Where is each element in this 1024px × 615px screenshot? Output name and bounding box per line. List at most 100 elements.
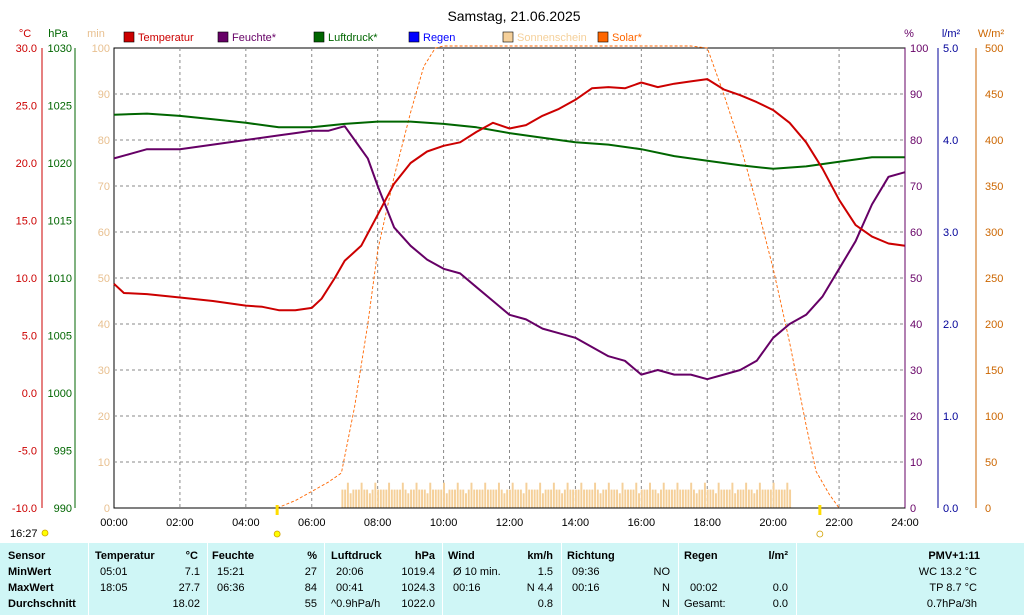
tick-label-temperature: 5.0 [22,331,37,343]
sunshine-bar [695,493,698,508]
tick-label-temperature: -5.0 [18,446,37,458]
stats-max-rain-value: 0.0 [772,582,788,594]
stats-avg-press-trend: ^0.9hPa/h [331,598,381,610]
tick-label-solar: 250 [985,273,1003,285]
sunshine-bar [772,482,775,508]
stats-avg-dir-value: N [662,598,670,610]
sunshine-bar [478,489,481,508]
sunshine-bar [434,489,437,508]
sunshine-bar [443,482,445,508]
sunshine-bar [382,489,385,508]
legend-swatch [313,31,325,43]
tick-label-minutes: 10 [98,457,110,469]
sunshine-bar [701,489,704,508]
tick-label-x: 06:00 [298,517,326,529]
sunshine-bar [789,489,792,508]
corner-sun-icon [41,529,49,537]
sunshine-bar [552,482,555,508]
sunshine-bar [764,489,767,508]
stats-header-temperature-unit: °C [185,550,198,562]
sunshine-bar [681,489,684,508]
stats-avg-wind-value: 0.8 [537,598,553,610]
stats-row-label-avg: Durchschnitt [8,598,76,610]
axis-unit-humidity: % [904,28,914,40]
tick-label-solar: 350 [985,181,1003,193]
axis-unit-rain: l/m² [942,28,961,40]
sunshine-bar [635,482,638,508]
stats-table: Sensor Temperatur °C Feuchte % Luftdruck… [0,543,1024,615]
tick-label-x: 02:00 [166,517,194,529]
sunshine-bar [574,489,577,508]
sunshine-bar [769,489,772,508]
sunshine-bar [687,489,690,508]
stats-min-dir-value: NO [653,566,671,578]
tick-label-rain: 4.0 [943,135,958,147]
sunshine-bar [613,489,616,508]
sunshine-bar [503,493,506,508]
sunshine-bar [388,482,391,508]
stats-min-temp-time: 05:01 [100,566,128,578]
sunshine-bar [404,489,407,508]
sunshine-bar [646,489,649,508]
sunshine-bar [670,489,673,508]
sunshine-bar [432,489,434,508]
sunshine-bar [539,482,542,508]
sunshine-bar [775,489,778,508]
sunshine-bar [533,489,536,508]
stats-min-press-time: 20:06 [336,566,364,578]
sunshine-bar [761,489,764,508]
stats-header-wind-unit: km/h [527,550,553,562]
tick-label-humidity: 40 [910,319,922,331]
sunshine-bar [627,489,629,508]
sunshine-bar [377,489,380,508]
sunshine-bar [583,489,586,508]
legend-label: Luftdruck* [328,32,378,44]
sunshine-bar [547,489,550,508]
sunshine-bar [621,482,624,508]
sunshine-bar [632,489,635,508]
sunshine-bar [514,489,517,508]
sunshine-bar [517,489,520,508]
stats-header-humidity: Feuchte [212,550,255,562]
sunshine-bar [725,489,728,508]
stats-max-press-time: 00:41 [336,582,364,594]
sunshine-bar [709,489,712,508]
stats-max-dir-value: N [662,582,670,594]
tick-label-solar: 100 [985,411,1003,423]
sunshine-bar [649,482,651,508]
tick-label-rain: 3.0 [943,227,958,239]
sunshine-bar [673,489,676,508]
sunshine-bar [410,489,413,508]
sunshine-bar [594,482,597,508]
sunshine-bar [665,489,668,508]
sunshine-bar [734,493,737,508]
stats-max-hum-time: 06:36 [217,582,245,594]
sunshine-bar [497,482,500,508]
sunshine-bar [706,489,709,508]
sunshine-bar [561,493,564,508]
tick-label-minutes: 40 [98,319,110,331]
stats-header-pmv: PMV+1:11 [928,550,980,562]
sunshine-bar [525,482,528,508]
tick-label-pressure: 1025 [48,101,72,113]
sunshine-bar [390,489,393,508]
sunshine-bar [610,489,613,508]
sunshine-bar [736,489,739,508]
sunshine-bar [692,489,695,508]
stats-header-humidity-unit: % [307,550,317,562]
sunshine-bar [602,489,605,508]
legend-swatch [597,31,609,43]
sunshine-bar [346,482,349,508]
sunshine-bar [640,489,643,508]
sunshine-bar [654,489,657,508]
sunshine-bar [750,489,753,508]
sunshine-bar [368,493,371,508]
axis-unit-minutes: min [87,28,105,40]
tick-label-minutes: 100 [92,43,110,55]
sunshine-bar [745,482,748,508]
tick-label-pressure: 1005 [48,331,72,343]
sunshine-bar [668,489,671,508]
tick-label-minutes: 20 [98,411,110,423]
sunshine-bar [550,489,553,508]
legend-label: Sonnenschein [517,32,587,44]
